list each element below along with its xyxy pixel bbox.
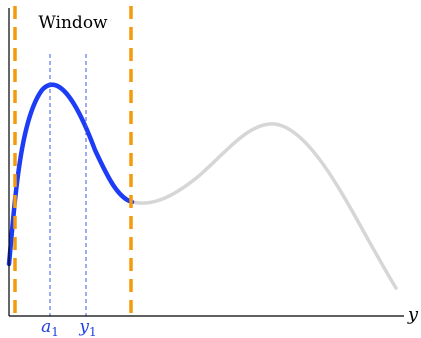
marker-subscript-a1: 1 [51,325,59,338]
horizontal-axis-label: y [407,304,419,325]
window-label: Window [38,13,108,33]
marker-label-a1: a1 [41,317,59,338]
marker-label-y1: y1 [78,317,96,338]
marker-symbol-a1: a [41,317,51,337]
marker-symbol-y1: y [78,317,89,337]
marker-subscript-y1: 1 [89,325,97,338]
background-curve [7,82,398,290]
highlighted-curve [6,82,135,267]
